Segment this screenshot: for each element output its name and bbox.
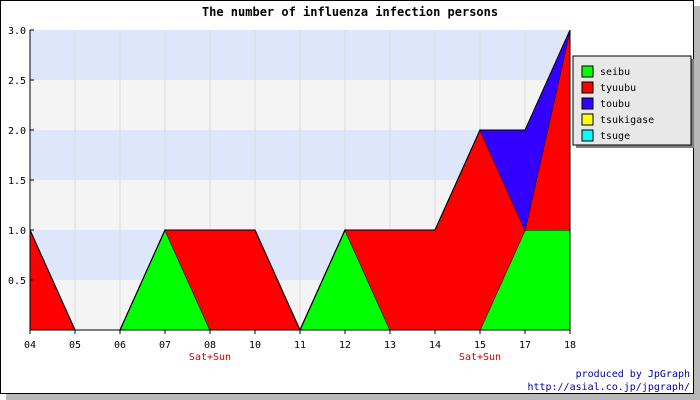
credit-line-1: produced by JpGraph (576, 369, 690, 380)
x-tick-label: 15 (474, 340, 486, 351)
legend-swatch (581, 65, 594, 78)
x-tick-labels: 04 05 06 07 08 10 11 12 13 14 15 17 18 (24, 330, 576, 351)
y-tick-label: 2.0 (8, 126, 26, 137)
y-tick-label: 3.0 (8, 26, 26, 37)
x-tick-label: 12 (339, 340, 351, 351)
category-note: Sat+Sun (189, 352, 231, 363)
chart-title: The number of influenza infection person… (202, 5, 498, 19)
legend-swatch (581, 129, 594, 142)
x-tick-label: 07 (159, 340, 171, 351)
area-tyuubu (30, 30, 570, 330)
legend-entry: tsukigase (600, 115, 654, 126)
y-tick-label: 1.0 (8, 226, 26, 237)
x-tick-label: 17 (519, 340, 531, 351)
x-tick-label: 05 (69, 340, 81, 351)
legend-entry: tsuge (600, 131, 630, 142)
x-tick-label: 11 (294, 340, 306, 351)
legend-swatch (581, 113, 594, 126)
x-tick-label: 08 (204, 340, 216, 351)
legend-entry: seibu (600, 67, 630, 78)
credit-line-2: http://asial.co.jp/jpgraph/ (527, 382, 690, 393)
x-tick-label: 04 (24, 340, 36, 351)
y-tick-labels: 0.5 1.0 1.5 2.0 2.5 3.0 (8, 26, 34, 287)
category-note: Sat+Sun (459, 352, 501, 363)
x-tick-label: 14 (429, 340, 441, 351)
legend-entry: tyuubu (600, 83, 636, 94)
y-tick-label: 1.5 (8, 176, 26, 187)
area-seibu (30, 230, 570, 330)
y-tick-label: 0.5 (8, 276, 26, 287)
legend: seibu tyuubu toubu tsukigase tsuge (572, 55, 694, 148)
x-tick-label: 18 (564, 340, 576, 351)
x-tick-label: 10 (249, 340, 261, 351)
legend-swatch (581, 81, 594, 94)
legend-swatch (581, 97, 594, 110)
x-tick-label: 13 (384, 340, 396, 351)
y-tick-label: 2.5 (8, 76, 26, 87)
x-tick-label: 06 (114, 340, 126, 351)
category-notes: Sat+Sun Sat+Sun (189, 352, 501, 363)
legend-entry: toubu (600, 99, 630, 110)
